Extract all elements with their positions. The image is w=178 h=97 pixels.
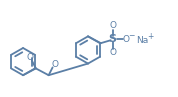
Text: O: O xyxy=(123,35,130,44)
Text: O: O xyxy=(51,60,58,69)
Text: Na: Na xyxy=(136,36,148,45)
Text: O: O xyxy=(109,48,116,57)
Text: +: + xyxy=(147,32,153,41)
Text: O: O xyxy=(109,21,116,30)
Text: S: S xyxy=(109,34,117,44)
Text: −: − xyxy=(128,31,135,40)
Text: O: O xyxy=(27,53,33,62)
